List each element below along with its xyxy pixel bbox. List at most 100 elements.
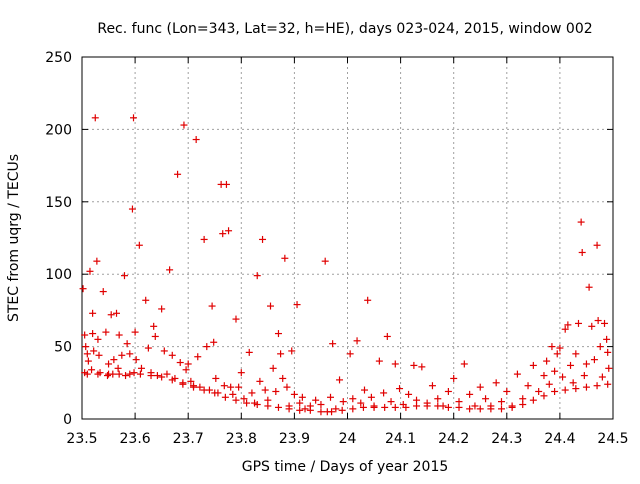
data-point bbox=[99, 288, 107, 296]
data-point bbox=[84, 357, 92, 365]
x-tick-label: 24.3 bbox=[491, 431, 522, 447]
data-point bbox=[221, 393, 229, 401]
x-tick-label: 24.5 bbox=[597, 431, 628, 447]
data-point bbox=[264, 402, 272, 410]
data-point bbox=[120, 272, 128, 280]
data-point bbox=[321, 257, 329, 265]
data-point bbox=[360, 386, 368, 394]
data-point bbox=[357, 399, 365, 407]
data-point bbox=[497, 398, 505, 406]
data-point bbox=[274, 403, 282, 411]
data-point bbox=[455, 403, 463, 411]
data-point bbox=[296, 399, 304, 407]
data-point bbox=[122, 372, 130, 380]
data-point bbox=[553, 350, 561, 358]
data-point bbox=[585, 283, 593, 291]
data-point bbox=[349, 395, 357, 403]
data-point bbox=[82, 343, 90, 351]
data-point bbox=[418, 363, 426, 371]
data-point bbox=[535, 387, 543, 395]
data-point bbox=[158, 305, 166, 313]
data-point bbox=[163, 370, 171, 378]
data-point bbox=[180, 121, 188, 129]
data-point bbox=[222, 180, 230, 188]
data-point bbox=[243, 399, 251, 407]
data-point bbox=[168, 376, 176, 384]
data-points bbox=[79, 114, 613, 416]
data-point bbox=[114, 364, 122, 372]
y-tick-label: 100 bbox=[45, 267, 72, 283]
data-point bbox=[105, 360, 113, 368]
x-tick-label: 23.5 bbox=[66, 431, 97, 447]
y-tick-label: 50 bbox=[54, 340, 72, 356]
data-point bbox=[301, 405, 309, 413]
data-point bbox=[466, 390, 474, 398]
data-point bbox=[182, 366, 190, 374]
data-point bbox=[153, 372, 161, 380]
data-point bbox=[405, 390, 413, 398]
data-point bbox=[569, 379, 577, 387]
data-point bbox=[540, 392, 548, 400]
data-point bbox=[259, 235, 267, 243]
data-point bbox=[126, 370, 134, 378]
data-point bbox=[142, 296, 150, 304]
data-point bbox=[574, 319, 582, 327]
data-point bbox=[367, 393, 375, 401]
data-point bbox=[561, 325, 569, 333]
data-point bbox=[428, 382, 436, 390]
data-point bbox=[212, 374, 220, 382]
data-point bbox=[593, 241, 601, 249]
data-point bbox=[290, 390, 298, 398]
data-point bbox=[102, 328, 110, 336]
x-tick-labels: 23.5 23.6 23.7 23.8 23.9 24 24.1 24.2 24.3 24.4 24… bbox=[66, 431, 628, 447]
data-point bbox=[604, 380, 612, 388]
data-point bbox=[208, 302, 216, 310]
data-point bbox=[529, 361, 537, 369]
data-point bbox=[110, 356, 118, 364]
data-point bbox=[346, 350, 354, 358]
data-point bbox=[327, 393, 335, 401]
x-tick-label: 23.6 bbox=[120, 431, 151, 447]
data-point bbox=[466, 405, 474, 413]
data-point bbox=[147, 372, 155, 380]
data-point bbox=[137, 364, 145, 372]
data-point bbox=[279, 374, 287, 382]
data-point bbox=[605, 364, 613, 372]
data-point bbox=[434, 395, 442, 403]
x-axis-label: GPS time / Days of year 2015 bbox=[242, 459, 449, 475]
data-point bbox=[312, 396, 320, 404]
x-tick-label: 23.7 bbox=[173, 431, 204, 447]
data-point bbox=[232, 396, 240, 404]
data-point bbox=[387, 398, 395, 406]
data-point bbox=[336, 376, 344, 384]
data-point bbox=[94, 335, 102, 343]
data-point bbox=[529, 396, 537, 404]
data-point bbox=[227, 383, 235, 391]
x-tick-label: 23.9 bbox=[279, 431, 310, 447]
data-point bbox=[296, 406, 304, 414]
data-point bbox=[174, 170, 182, 178]
data-point bbox=[91, 114, 99, 122]
data-point bbox=[225, 227, 233, 235]
data-point bbox=[338, 406, 346, 414]
data-point bbox=[192, 136, 200, 144]
data-point bbox=[364, 296, 372, 304]
data-point bbox=[237, 369, 245, 377]
y-tick-label: 250 bbox=[45, 50, 72, 66]
data-point bbox=[561, 386, 569, 394]
data-point bbox=[131, 328, 139, 336]
data-point bbox=[596, 343, 604, 351]
data-point bbox=[559, 373, 567, 381]
data-point bbox=[588, 322, 596, 330]
data-point bbox=[604, 348, 612, 356]
data-point bbox=[381, 403, 389, 411]
data-point bbox=[187, 377, 195, 385]
data-point bbox=[128, 205, 136, 213]
data-point bbox=[476, 383, 484, 391]
x-tick-label: 24.1 bbox=[385, 431, 416, 447]
data-point bbox=[524, 382, 532, 390]
data-point bbox=[551, 387, 559, 395]
data-point bbox=[359, 403, 367, 411]
data-point bbox=[272, 387, 280, 395]
